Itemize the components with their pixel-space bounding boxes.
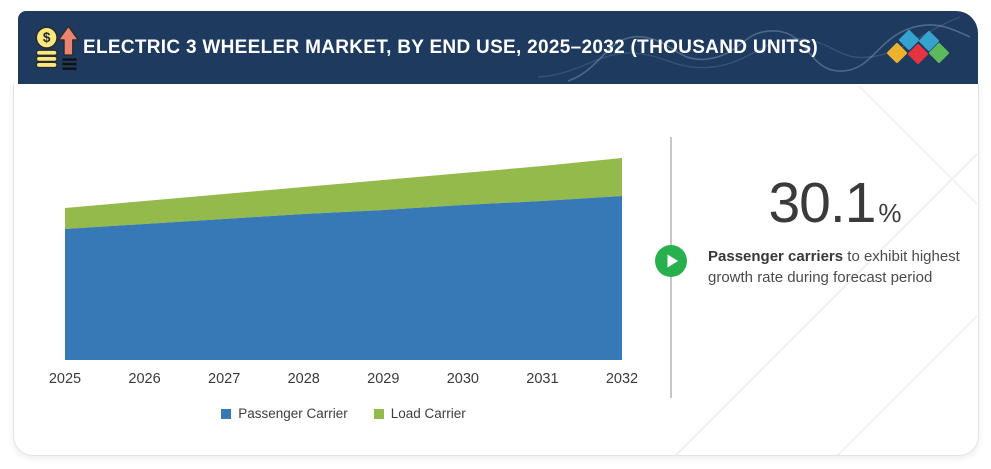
logo-diamond-yellow [887, 43, 907, 63]
passenger-carrier-area [65, 196, 622, 360]
header-bar: $ ELECTRIC 3 WHEELER MARKET, BY END USE,… [18, 11, 978, 84]
legend-item-load-carrier: Load Carrier [373, 406, 466, 421]
play-bullet-icon [655, 245, 687, 277]
growth-rate-value: 30.1 [768, 171, 876, 235]
insight-text-bold: Passenger carriers [708, 248, 844, 265]
x-tick-2028: 2028 [287, 371, 320, 387]
percent-sign: % [878, 198, 902, 228]
legend-item-passenger-carrier: Passenger Carrier [221, 406, 348, 421]
load-carrier-area [65, 158, 622, 229]
legend-swatch [221, 408, 232, 419]
x-tick-2030: 2030 [446, 371, 479, 387]
logo-diamond-green [929, 43, 949, 63]
legend-label: Passenger Carrier [238, 406, 348, 421]
x-tick-2031: 2031 [526, 371, 559, 387]
brand-logo-diamonds [887, 30, 949, 64]
x-tick-2027: 2027 [208, 371, 241, 387]
stacked-area-chart [65, 158, 622, 360]
x-tick-2026: 2026 [128, 371, 161, 387]
svg-text:$: $ [43, 30, 51, 45]
wave-decoration [537, 16, 971, 82]
x-tick-2032: 2032 [605, 371, 639, 387]
logo-diamond-blue-left [899, 30, 919, 50]
logo-diamond-red [908, 44, 928, 64]
legend-swatch [373, 408, 384, 419]
x-axis: 2025 2026 2027 2028 2029 2030 2031 2032 [49, 371, 638, 391]
x-tick-2025: 2025 [48, 371, 82, 387]
chart-legend: Passenger Carrier Load Carrier [65, 406, 622, 421]
insight-text: Passenger carriers to exhibit highest gr… [708, 247, 966, 288]
growth-rate-stat: 30.1% [710, 173, 960, 233]
logo-diamond-blue-right [919, 31, 939, 51]
legend-label: Load Carrier [390, 406, 466, 421]
money-growth-icon: $ [35, 25, 79, 70]
x-tick-2029: 2029 [367, 371, 400, 387]
page-title: ELECTRIC 3 WHEELER MARKET, BY END USE, 2… [83, 36, 818, 58]
